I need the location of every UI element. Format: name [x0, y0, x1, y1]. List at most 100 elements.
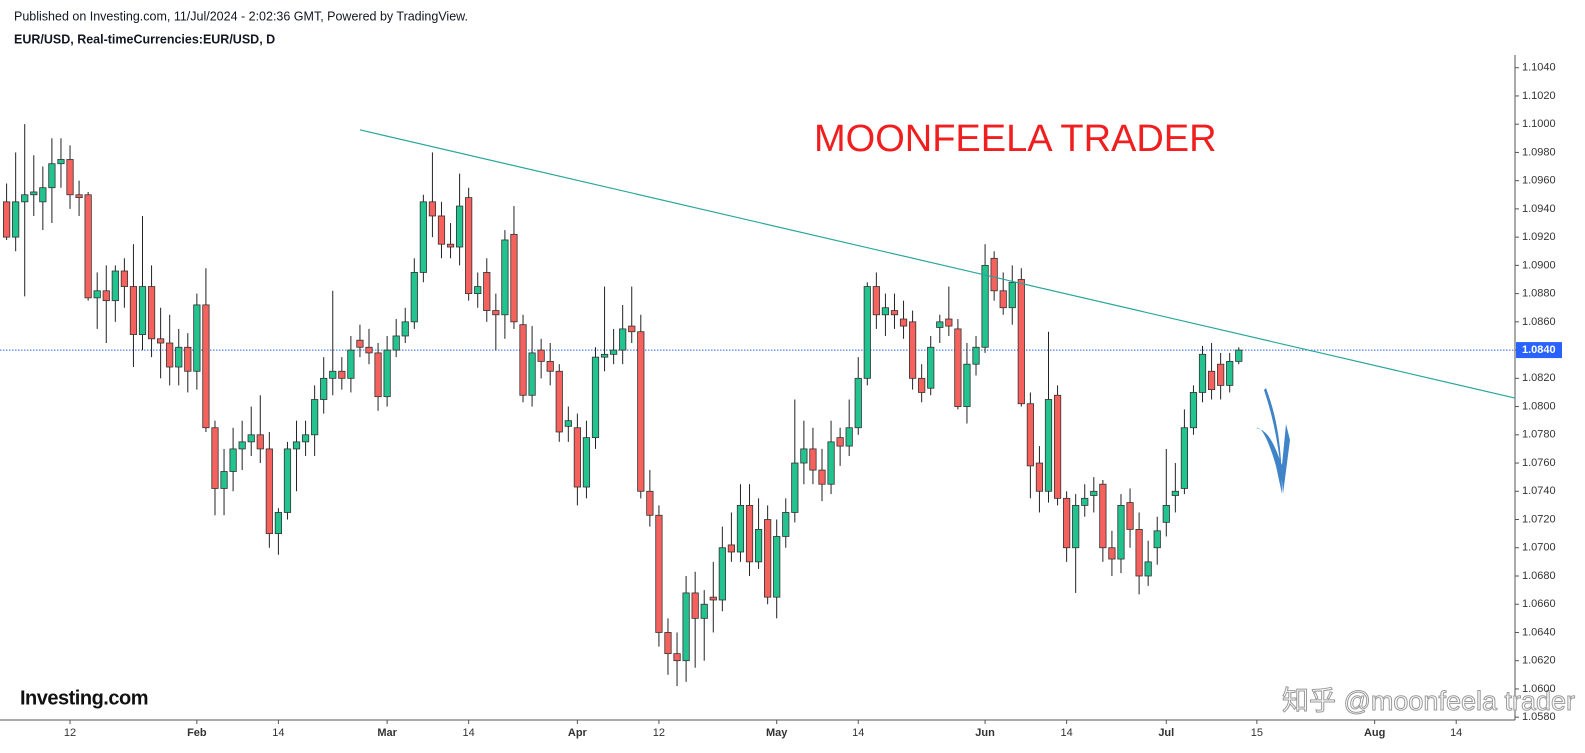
candle-body: [1189, 392, 1198, 429]
candle-body: [872, 286, 880, 316]
candle-body: [184, 346, 192, 372]
candle-body: [202, 304, 210, 429]
candle-body: [1226, 360, 1234, 386]
candle-body: [673, 653, 681, 662]
candle-body: [455, 205, 464, 248]
candle-body: [791, 462, 799, 513]
candle-body: [845, 427, 853, 447]
candle-body: [591, 356, 600, 439]
candle-body: [718, 547, 726, 601]
candle-body: [229, 448, 237, 472]
candle-body: [537, 349, 545, 362]
x-tick-label: 14: [1450, 727, 1462, 739]
candle-body: [582, 437, 591, 488]
candle-body: [646, 490, 654, 516]
watermark: 知乎 @moonfeela trader: [1282, 686, 1575, 716]
candle-body: [30, 191, 38, 196]
logo: Investing.com: [20, 687, 148, 709]
candle-body: [619, 328, 627, 351]
candle-body: [274, 512, 283, 535]
trendline: [359, 129, 1516, 399]
candle-body: [573, 427, 581, 488]
candle-body: [75, 194, 83, 199]
candle-body: [963, 363, 971, 407]
candle-body: [338, 370, 346, 379]
candle-body: [1090, 490, 1098, 496]
candle-body: [655, 514, 663, 633]
candle-body: [981, 264, 989, 348]
candle-body: [292, 441, 301, 450]
candle-body: [211, 427, 219, 489]
candles: [2, 124, 1243, 687]
y-tick-label: 1.0980: [1522, 146, 1556, 158]
candle-body: [899, 318, 908, 327]
candle-body: [700, 603, 708, 619]
y-tick-label: 1.0800: [1522, 400, 1556, 412]
y-tick-label: 1.0780: [1522, 429, 1556, 441]
candle-body: [1017, 279, 1025, 405]
candle-body: [610, 349, 618, 355]
candle-body: [21, 194, 29, 203]
candle-body: [1162, 504, 1170, 523]
y-tick-label: 1.0740: [1522, 485, 1556, 497]
candle-body: [600, 353, 609, 358]
candle-body: [111, 270, 119, 302]
candle-body: [301, 434, 310, 443]
candle-body: [474, 286, 482, 295]
y-tick-label: 1.1000: [1522, 118, 1556, 130]
x-tick-label: 14: [272, 727, 284, 739]
candle-body: [754, 528, 763, 563]
candle-body: [1081, 497, 1089, 506]
symbol-title: EUR/USD, Real-timeCurrencies:EUR/USD, D: [14, 32, 275, 46]
candle-body: [347, 349, 355, 379]
candle-body: [1135, 528, 1143, 577]
candle-body: [954, 328, 962, 407]
x-tick-label: May: [766, 727, 788, 739]
candle-body: [175, 346, 183, 368]
candle-body: [782, 512, 790, 537]
candle-body: [945, 318, 953, 327]
candle-body: [1235, 349, 1243, 362]
candle-body: [827, 441, 835, 485]
candle-body: [356, 339, 364, 348]
candle-body: [1044, 399, 1053, 492]
x-tick-label: Jul: [1158, 727, 1174, 739]
candle-body: [564, 420, 572, 427]
candle-body: [247, 434, 255, 443]
candle-body: [129, 286, 138, 335]
candle-body: [936, 321, 944, 328]
candle-body: [446, 243, 455, 248]
candle-body: [664, 632, 672, 655]
candle-body: [39, 187, 47, 203]
candle-body: [555, 370, 563, 433]
candle-body: [1217, 363, 1225, 386]
down-arrow: [1256, 388, 1290, 494]
candle-body: [972, 346, 980, 365]
candle-body: [745, 504, 754, 563]
y-tick-label: 1.0940: [1522, 203, 1556, 215]
candle-body: [909, 321, 917, 379]
candle-body: [1035, 462, 1044, 492]
candle-body: [990, 257, 998, 292]
x-tick-label: Jun: [975, 727, 995, 739]
candle-body: [1099, 483, 1107, 549]
x-tick-label: 14: [1060, 727, 1072, 739]
candle-body: [238, 441, 246, 450]
candle-body: [265, 448, 273, 535]
candle-body: [1008, 281, 1016, 309]
candle-body: [365, 346, 373, 354]
y-tick-label: 1.0860: [1522, 316, 1556, 328]
price-tag-label: 1.0840: [1522, 344, 1556, 356]
candle-body: [890, 310, 899, 316]
candle-body: [1171, 490, 1179, 496]
candle-body: [528, 352, 536, 396]
candle-body: [1144, 561, 1152, 577]
candle-body: [329, 370, 337, 379]
x-tick-label: Apr: [568, 727, 588, 739]
y-tick-label: 1.0620: [1522, 655, 1556, 667]
candle-body: [1026, 403, 1034, 467]
candle-body: [1198, 353, 1207, 393]
candle-body: [501, 239, 509, 316]
y-tick-label: 1.0600: [1522, 683, 1556, 695]
